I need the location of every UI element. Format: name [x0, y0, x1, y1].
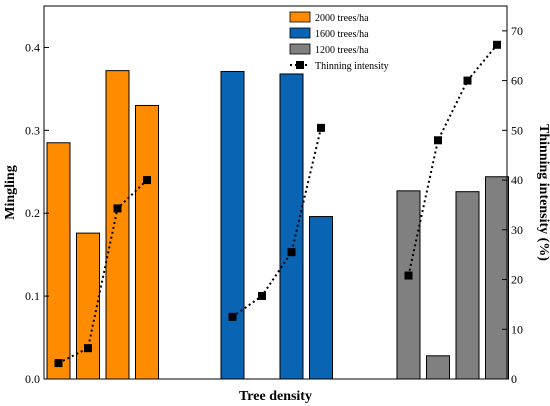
axes-layer: 0.0 0.1 0.2 0.3 0.4 0 10 20 30 40 50 60 70 — [25, 5, 523, 386]
legend-swatch-2000 — [289, 11, 311, 23]
y2-tick-label: 70 — [511, 24, 523, 38]
thinning-line-2000 — [58, 179, 148, 364]
thinning-point-1200-1 — [404, 271, 413, 280]
y2-tick-label: 40 — [511, 173, 523, 187]
legend-label-thinning: Thinning intensity — [315, 61, 389, 72]
bar-1200-1 — [396, 190, 421, 380]
y-tick-label: 0.2 — [25, 206, 40, 220]
bar-1600-1 — [220, 70, 245, 380]
thinning-point-1200-3 — [463, 76, 472, 85]
thinning-lines-layer — [54, 40, 501, 368]
legend-marker — [296, 61, 304, 69]
thinning-point-1200-2 — [434, 136, 442, 145]
y-tick-label: 0.4 — [25, 40, 40, 54]
thinning-point-1600-3 — [287, 248, 296, 257]
legend-swatch-1600 — [289, 27, 311, 39]
y2-tick-label: 60 — [511, 74, 523, 88]
thinning-point-2000-2 — [84, 344, 92, 353]
thinning-line-1600 — [231, 127, 322, 318]
thinning-line-1200 — [407, 44, 498, 276]
thinning-point-1600-4 — [317, 123, 325, 132]
thinning-point-1200-4 — [493, 40, 501, 49]
bar-1200-2 — [426, 355, 450, 380]
y-tick-label: 0.0 — [25, 372, 40, 386]
thinning-point-2000-3 — [113, 204, 122, 213]
y2-tick-label: 50 — [511, 123, 523, 137]
thinning-point-2000-1 — [54, 359, 63, 368]
x-axis-title: Tree density — [239, 389, 312, 404]
legend-swatch-1200 — [289, 43, 311, 55]
plot-frame — [43, 5, 508, 380]
legend-label-2000: 2000 trees/ha — [315, 13, 369, 24]
thinning-point-1600-2 — [258, 291, 266, 300]
bar-1600-4 — [309, 216, 333, 380]
legend: 2000 trees/ha 1600 trees/ha 1200 trees/ha T… — [289, 11, 389, 72]
y-tick-label: 0.1 — [25, 289, 40, 303]
thinning-point-2000-4 — [143, 176, 151, 185]
y2-tick-label: 20 — [511, 273, 523, 287]
thinning-point-1600-1 — [228, 312, 237, 321]
bar-1600-3 — [279, 73, 304, 380]
bar-2000-3 — [105, 70, 130, 380]
y-tick-label: 0.3 — [25, 123, 40, 137]
legend-label-1200: 1200 trees/ha — [315, 45, 369, 56]
bar-1200-3 — [455, 191, 480, 380]
bar-1200-4 — [485, 176, 509, 380]
bar-2000-1 — [46, 142, 71, 380]
y2-tick-label: 10 — [511, 322, 523, 336]
bars-layer — [46, 70, 509, 380]
bar-2000-4 — [135, 104, 159, 380]
y-axis-title: Mingling — [3, 165, 18, 219]
legend-label-1600: 1600 trees/ha — [315, 29, 369, 40]
y2-tick-label: 0 — [511, 372, 517, 386]
y2-axis-title: Thinning intensity (%) — [536, 124, 550, 261]
y2-tick-label: 30 — [511, 223, 523, 237]
